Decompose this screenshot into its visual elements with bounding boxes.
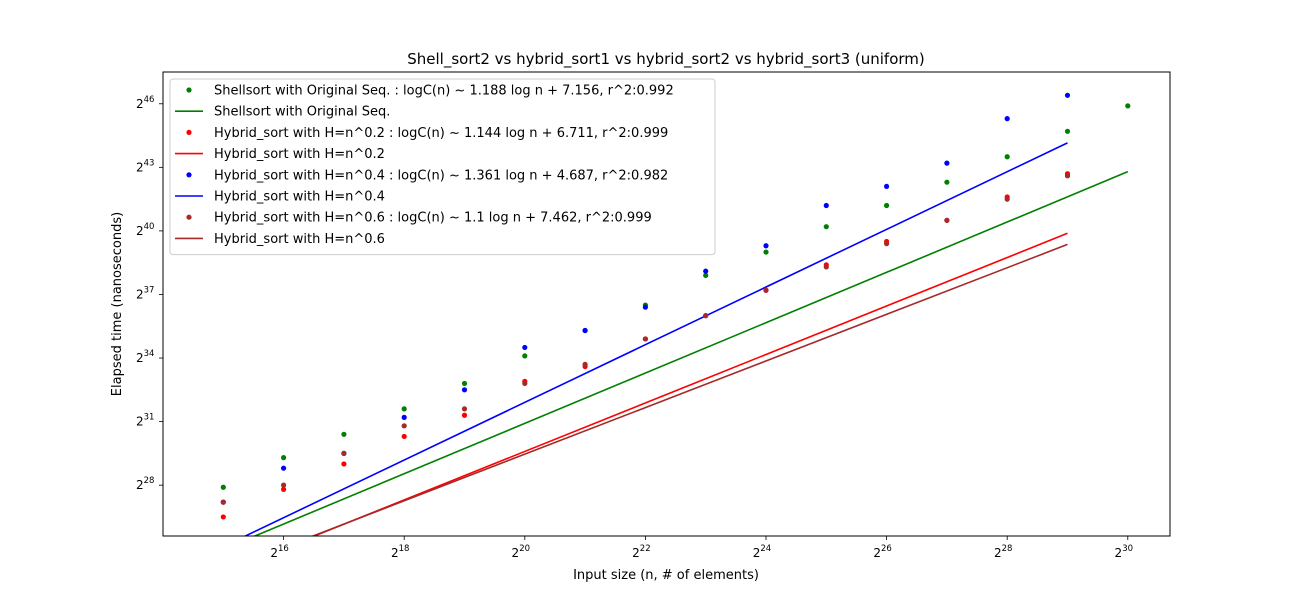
data-point-s3-8 xyxy=(642,304,648,310)
legend: Shellsort with Original Seq. : logC(n) ~… xyxy=(169,78,716,256)
x-tick-label: 226 xyxy=(873,544,891,560)
y-tick-label: 243 xyxy=(136,158,154,174)
data-point-s1-10 xyxy=(763,249,769,255)
y-axis-title: Elapsed time (nanoseconds) xyxy=(110,212,125,396)
fit-line-3 xyxy=(243,142,1068,536)
y-tick-label: 228 xyxy=(136,476,154,492)
data-point-s3-12 xyxy=(883,183,890,190)
plot-area xyxy=(220,92,1131,536)
legend-marker xyxy=(186,172,192,178)
data-point-s4-12 xyxy=(883,241,890,247)
data-point-s1-6 xyxy=(522,353,528,359)
data-point-s3-9 xyxy=(703,268,709,274)
data-point-s4-15 xyxy=(1064,173,1071,179)
data-point-s1-2 xyxy=(280,455,287,461)
y-tick-label: 231 xyxy=(136,413,154,429)
data-point-s1-13 xyxy=(944,179,950,185)
legend-label: Shellsort with Original Seq. : logC(n) ~… xyxy=(214,84,674,99)
data-point-s3-14 xyxy=(1004,116,1010,122)
plot-frame xyxy=(162,71,1171,537)
data-point-s3-6 xyxy=(522,344,528,351)
legend-label: Hybrid_sort with H=n^0.2 xyxy=(214,147,385,162)
data-point-s4-11 xyxy=(823,264,829,270)
data-point-s2-1 xyxy=(220,514,226,520)
data-point-s4-2 xyxy=(280,482,287,488)
data-point-s1-12 xyxy=(883,202,890,209)
data-point-s3-10 xyxy=(763,243,769,249)
data-point-s2-2 xyxy=(280,486,287,492)
data-point-s3-4 xyxy=(401,414,407,420)
data-point-s2-3 xyxy=(341,461,347,467)
data-point-s1-14 xyxy=(1004,154,1010,160)
data-point-s1-11 xyxy=(823,224,829,230)
data-point-s4-3 xyxy=(341,450,347,456)
data-point-s3-2 xyxy=(280,465,287,471)
data-point-s4-9 xyxy=(703,313,709,319)
data-point-s3-5 xyxy=(461,387,468,393)
data-point-s3-7 xyxy=(582,327,588,334)
data-point-s1-5 xyxy=(461,380,468,387)
data-point-s4-14 xyxy=(1004,196,1010,202)
data-point-s1-15 xyxy=(1064,128,1071,134)
x-tick-label: 220 xyxy=(512,544,530,560)
legend-label: Hybrid_sort with H=n^0.6 xyxy=(214,232,385,247)
y-tick-label: 246 xyxy=(136,95,154,111)
legend-label: Hybrid_sort with H=n^0.6 : logC(n) ~ 1.1… xyxy=(214,211,652,226)
data-point-s4-7 xyxy=(582,361,588,367)
x-axis: 216 218 220 222 224 226 228 230 xyxy=(270,536,1133,560)
data-point-s1-3 xyxy=(341,431,347,437)
fit-line-1 xyxy=(252,170,1129,536)
data-point-s4-13 xyxy=(944,217,950,223)
data-point-s1-1 xyxy=(220,484,226,490)
x-tick-label: 230 xyxy=(1115,544,1133,560)
data-point-s4-1 xyxy=(220,499,226,505)
data-point-s1-9 xyxy=(703,272,709,278)
x-tick-label: 216 xyxy=(270,544,288,560)
y-tick-label: 240 xyxy=(136,222,154,238)
data-point-s4-10 xyxy=(763,287,769,293)
x-axis-title: Input size (n, # of elements) xyxy=(573,568,759,583)
data-point-s3-15 xyxy=(1064,92,1071,98)
y-axis: 228 231 234 237 240 243 246 xyxy=(136,95,163,492)
data-point-s4-5 xyxy=(461,406,468,412)
x-tick-label: 218 xyxy=(391,544,409,560)
y-tick-label: 234 xyxy=(136,349,154,365)
data-point-s1-4 xyxy=(401,406,407,412)
legend-label: Hybrid_sort with H=n^0.2 : logC(n) ~ 1.1… xyxy=(214,126,668,141)
x-tick-label: 222 xyxy=(632,544,650,560)
x-tick-label: 228 xyxy=(994,544,1012,560)
chart-title: Shell_sort2 vs hybrid_sort1 vs hybrid_so… xyxy=(407,50,925,69)
x-tick-label: 224 xyxy=(753,544,771,560)
legend-marker xyxy=(186,214,192,220)
fit-line-4 xyxy=(310,243,1068,536)
legend-marker xyxy=(186,129,192,135)
data-point-s2-4 xyxy=(401,433,407,440)
legend-label: Hybrid_sort with H=n^0.4 xyxy=(214,190,385,205)
legend-box xyxy=(169,78,716,256)
data-point-s4-4 xyxy=(401,423,407,429)
data-point-s3-13 xyxy=(944,160,950,166)
y-tick-label: 237 xyxy=(136,285,154,301)
data-point-s4-8 xyxy=(642,336,648,342)
legend-marker xyxy=(186,87,192,93)
legend-label: Shellsort with Original Seq. xyxy=(214,105,390,120)
data-point-s2-5 xyxy=(461,412,468,418)
data-point-s4-6 xyxy=(522,380,528,387)
data-point-s1-16 xyxy=(1125,103,1131,109)
data-point-s3-11 xyxy=(823,202,829,209)
legend-label: Hybrid_sort with H=n^0.4 : logC(n) ~ 1.3… xyxy=(214,168,668,183)
